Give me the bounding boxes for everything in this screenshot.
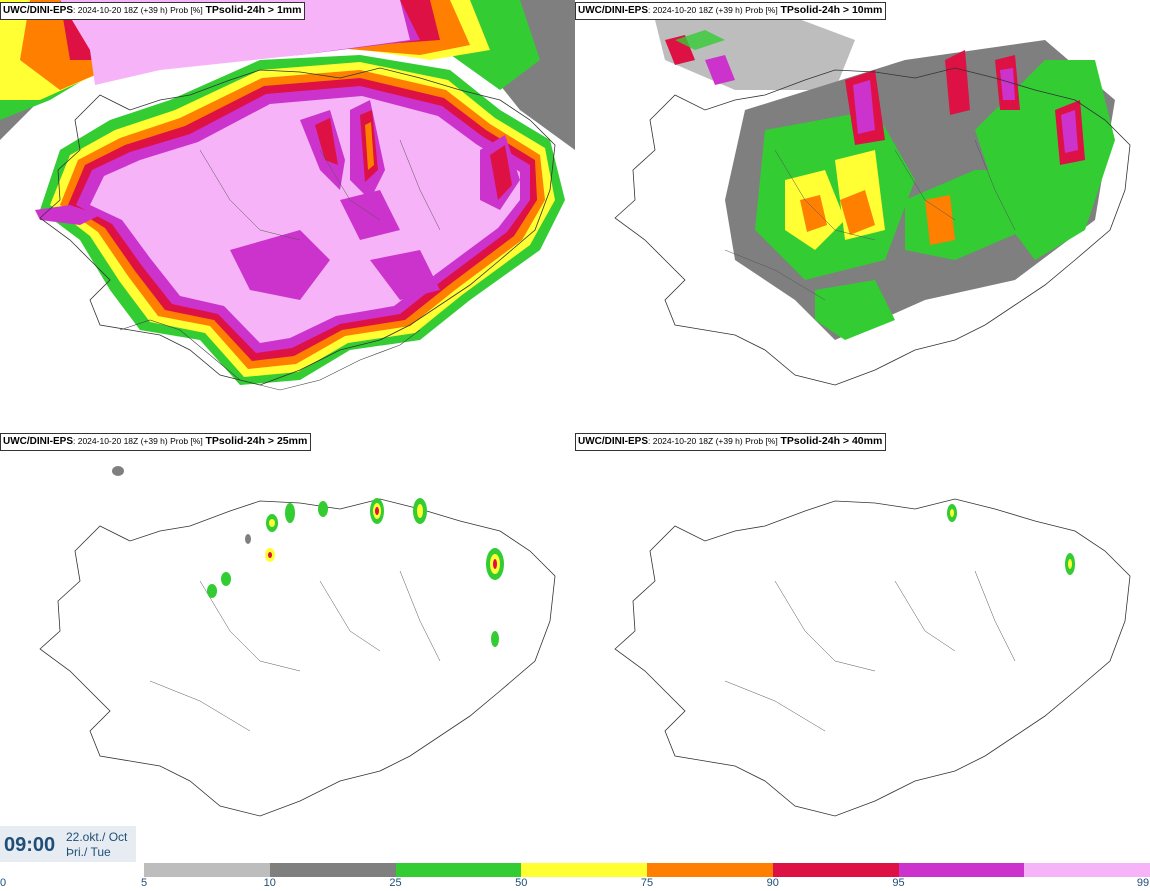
map-panel-1mm: UWC/DINI-EPS: 2024-10-20 18Z (+39 h) Pro… — [0, 0, 575, 431]
run-meta: : 2024-10-20 18Z (+39 h) Prob [%] — [648, 436, 778, 446]
panel-title: UWC/DINI-EPS: 2024-10-20 18Z (+39 h) Pro… — [0, 2, 306, 20]
color-scale-segment — [898, 863, 1025, 877]
valid-date: 22.okt./ Oct — [66, 830, 128, 844]
color-scale-segment — [647, 863, 773, 877]
color-scale-segment — [144, 863, 270, 877]
color-scale-tick-label: 75 — [640, 877, 654, 889]
map-panel-10mm: UWC/DINI-EPS: 2024-10-20 18Z (+39 h) Pro… — [575, 0, 1150, 431]
color-scale-segment — [269, 863, 396, 877]
variable-threshold: TPsolid-24h > 10mm — [780, 4, 883, 16]
color-scale-ticks: 0 5 10 25 50 75 90 95 99 — [0, 877, 1150, 891]
variable-threshold: TPsolid-24h > 25mm — [205, 435, 308, 447]
color-scale-tick-label: 95 — [892, 877, 905, 889]
color-scale-tick-label: 99 — [1136, 877, 1150, 889]
color-scale-tick-label: 5 — [140, 877, 148, 889]
panel-title: UWC/DINI-EPS: 2024-10-20 18Z (+39 h) Pro… — [0, 433, 312, 451]
color-scale-tick-label: 25 — [389, 877, 402, 889]
run-meta: : 2024-10-20 18Z (+39 h) Prob [%] — [648, 5, 778, 15]
map-panel-25mm: UWC/DINI-EPS: 2024-10-20 18Z (+39 h) Pro… — [0, 431, 575, 862]
probability-map-10mm — [575, 0, 1150, 431]
panel-title: UWC/DINI-EPS: 2024-10-20 18Z (+39 h) Pro… — [575, 2, 887, 20]
color-scale-segment — [1024, 863, 1150, 877]
model-name: UWC/DINI-EPS — [3, 5, 73, 16]
probability-map-25mm — [0, 431, 575, 862]
valid-time-box: 09:00 22.okt./ Oct Þri./ Tue — [0, 826, 136, 862]
model-name: UWC/DINI-EPS — [578, 436, 648, 447]
color-scale-tick-label: 10 — [263, 877, 276, 889]
color-scale-bar — [144, 863, 1150, 877]
color-scale-segment — [521, 863, 647, 877]
color-scale-segment — [772, 863, 899, 877]
variable-threshold: TPsolid-24h > 1mm — [205, 4, 302, 16]
color-scale-tick-label: 0 — [0, 877, 7, 889]
color-scale-tick-label: 50 — [515, 877, 528, 889]
model-name: UWC/DINI-EPS — [578, 5, 648, 16]
model-name: UWC/DINI-EPS — [3, 436, 73, 447]
color-scale-segment — [395, 863, 522, 877]
valid-time: 09:00 — [4, 834, 56, 856]
variable-threshold: TPsolid-24h > 40mm — [780, 435, 883, 447]
valid-weekday: Þri./ Tue — [66, 845, 111, 859]
panel-title: UWC/DINI-EPS: 2024-10-20 18Z (+39 h) Pro… — [575, 433, 887, 451]
run-meta: : 2024-10-20 18Z (+39 h) Prob [%] — [73, 5, 203, 15]
color-scale-tick-label: 90 — [766, 877, 779, 889]
probability-map-40mm — [575, 431, 1150, 862]
map-panel-40mm: UWC/DINI-EPS: 2024-10-20 18Z (+39 h) Pro… — [575, 431, 1150, 862]
probability-map-1mm — [0, 0, 575, 431]
run-meta: : 2024-10-20 18Z (+39 h) Prob [%] — [73, 436, 203, 446]
